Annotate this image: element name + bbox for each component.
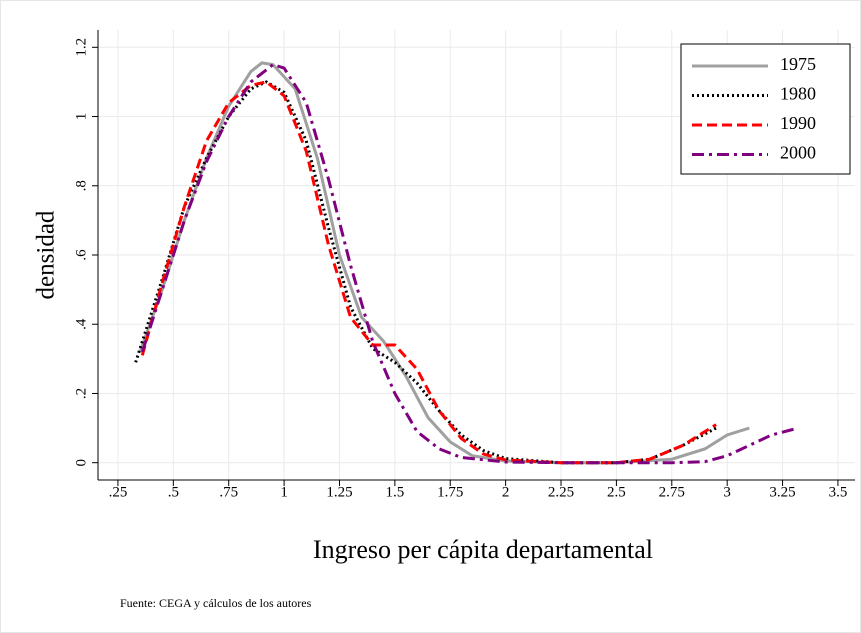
legend-label: 2000	[780, 143, 816, 163]
x-tick-label: 1.5	[385, 484, 404, 500]
x-tick-label: .5	[168, 484, 179, 500]
y-tick-label: 1	[73, 113, 89, 121]
x-axis-label: Ingreso per cápita departamental	[313, 535, 653, 564]
y-tick-label: 1.2	[73, 38, 89, 57]
y-tick-label: .8	[73, 180, 89, 191]
legend-label: 1980	[780, 84, 816, 104]
x-tick-label: .25	[109, 484, 128, 500]
y-tick-label: .4	[73, 318, 89, 330]
legend-label: 1975	[780, 54, 816, 74]
x-tick-label: 1.25	[326, 484, 352, 500]
x-tick-label: 1.75	[437, 484, 463, 500]
line	[140, 62, 799, 465]
y-tick-label: .6	[73, 249, 89, 261]
x-tick-label: 1	[280, 484, 288, 500]
legend-box	[680, 43, 851, 175]
legend-label: 1990	[780, 113, 816, 133]
note: Fuente: CEGA y cálculos de los autores	[120, 596, 312, 610]
y-tick-label: .2	[73, 388, 89, 399]
x-tick-label: 2	[502, 484, 510, 500]
x-tick-label: 3.25	[769, 484, 795, 500]
x-tick-label: 2.75	[659, 484, 685, 500]
x-tick-label: .75	[219, 484, 238, 500]
y-axis-label: densidad	[33, 210, 60, 299]
x-tick-label: 3.5	[829, 484, 848, 500]
x-tick-label: 3	[723, 484, 731, 500]
x-tick-label: 2.5	[607, 484, 626, 500]
line	[140, 80, 717, 465]
x-tick-label: 2.25	[548, 484, 574, 500]
y-tick-label: 0	[73, 459, 89, 467]
